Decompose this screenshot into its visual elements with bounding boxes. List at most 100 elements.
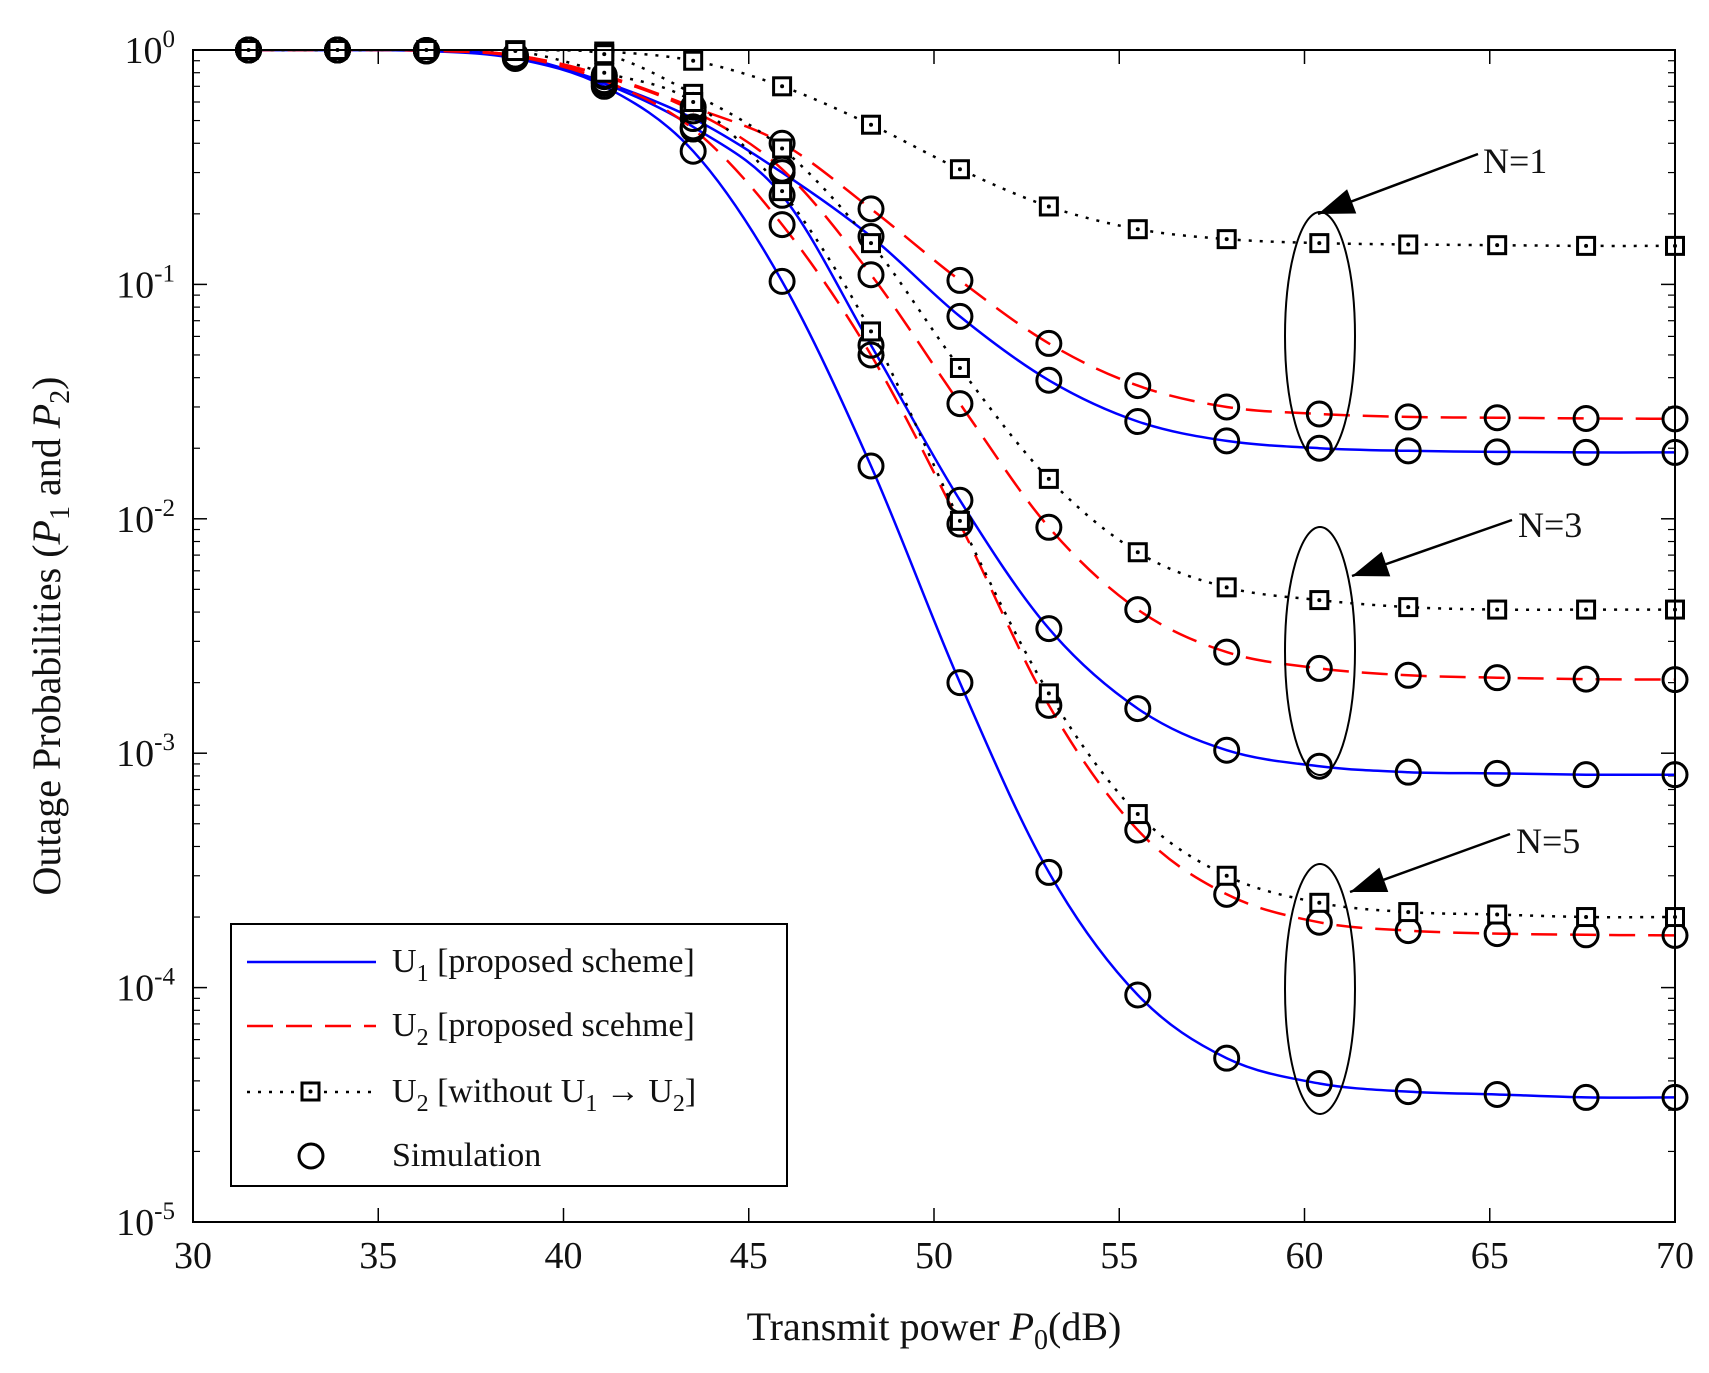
legend-u1-sub: 1 [417,961,429,987]
square-marker-dot [957,167,962,172]
y-tick-label: 10-1 [116,260,175,306]
simulation-marker [857,261,885,289]
simulation-marker [1305,654,1333,682]
square-marker-dot [1046,476,1051,481]
square-marker-dot [1495,243,1500,248]
y-axis-title-s2: 2 [45,390,76,404]
square-marker-dot [1495,607,1500,612]
simulation-marker [768,211,796,239]
simulation-marker [1035,329,1063,357]
simulation-marker [1394,758,1422,786]
x-tick-label: 30 [174,1235,212,1277]
legend-u2w-marker-dot [308,1089,313,1094]
square-marker-dot [869,329,874,334]
x-tick-label: 45 [730,1235,768,1277]
x-tick-label: 35 [359,1235,397,1277]
y-tick-label: 100 [125,26,176,72]
y-axis-title-s1: 1 [45,506,76,520]
simulation-marker [1572,438,1600,466]
square-marker-dot [1224,237,1229,242]
legend-u2w-main: U [392,1073,417,1110]
legend-u1-main: U [392,943,417,980]
square-marker-dot [1046,691,1051,696]
legend-u2w-arrow: → U [597,1073,673,1110]
y-tick-label: 10-5 [116,1198,175,1244]
x-tick-label: 70 [1656,1235,1694,1277]
x-tick-label: 50 [915,1235,953,1277]
x-tick-label: 65 [1471,1235,1509,1277]
legend-u2w-rest: [without U [429,1073,586,1110]
square-marker-dot [869,241,874,246]
square-marker-dot [957,365,962,370]
simulation-marker [1394,437,1422,465]
y-axis-title: Outage Probabilities (P1 and P2) [24,376,76,895]
x-tick-label: 40 [545,1235,583,1277]
simulation-marker [1483,438,1511,466]
legend-u2w-end: ] [685,1073,696,1110]
simulation-marker [1035,858,1063,886]
square-marker-dot [1584,915,1589,920]
simulation-marker [1213,393,1241,421]
simulation-marker [1572,665,1600,693]
simulation-marker [768,267,796,295]
legend-u1-rest: [proposed scheme] [429,943,695,980]
square-marker-dot [1406,242,1411,247]
square-marker-dot [1135,812,1140,817]
x-axis-title-unit: (dB) [1048,1304,1121,1349]
simulation-marker [1213,736,1241,764]
square-marker-dot [1135,550,1140,555]
simulation-marker [1213,1044,1241,1072]
simulation-marker [1483,404,1511,432]
legend-simulation-label: Simulation [392,1137,541,1174]
simulation-marker [1572,761,1600,789]
simulation-marker [679,115,707,143]
legend-u2-label: U2 [proposed scehme] [392,1007,695,1051]
simulation-marker [1124,596,1152,624]
group-ellipse [1284,863,1356,1115]
y-tick-label: 10-4 [116,964,175,1010]
simulation-marker [1035,615,1063,643]
annotation-arrowhead [1352,551,1391,577]
square-marker-dot [1224,585,1229,590]
square-marker-dot [1406,910,1411,915]
simulation-marker [1483,759,1511,787]
simulation-marker [1035,513,1063,541]
simulation-marker [857,195,885,223]
legend-u2w-sub2: 1 [585,1091,597,1117]
simulation-marker [946,266,974,294]
plot-frame [192,49,1676,1223]
square-marker-dot [957,518,962,523]
square-marker-dot [1224,873,1229,878]
square-marker-dot [1317,598,1322,603]
simulation-marker [1394,1078,1422,1106]
y-axis-title-close: ) [24,376,69,389]
x-tick-label: 55 [1100,1235,1138,1277]
square-marker-dot [1584,607,1589,612]
y-axis-title-p2: P [24,404,69,429]
legend-u2-sub: 2 [417,1025,429,1051]
simulation-marker [1124,695,1152,723]
simulation-marker [946,669,974,697]
square-marker-dot [1495,912,1500,917]
square-marker-dot [1406,605,1411,610]
simulation-marker [1572,404,1600,432]
y-axis-title-p1: P [24,520,69,545]
annotation-arrowhead [1350,867,1389,892]
square-marker-dot [1317,241,1322,246]
x-axis-title-symbol: P [1009,1304,1034,1349]
square-marker-dot [691,100,696,105]
legend-box [230,923,788,1187]
simulation-marker [857,341,885,369]
group-ellipse [1284,526,1356,776]
simulation-marker [1035,366,1063,394]
square-marker-dot [1317,900,1322,905]
y-tick-label: 10-2 [116,495,175,541]
x-axis-title: Transmit power P0(dB) [747,1304,1122,1356]
simulation-marker [1483,1080,1511,1108]
simulation-marker [1124,372,1152,400]
y-tick-label: 10-3 [116,729,175,775]
legend-simulation-marker [297,1142,325,1170]
square-marker-dot [1584,243,1589,248]
simulation-marker [1572,1083,1600,1111]
